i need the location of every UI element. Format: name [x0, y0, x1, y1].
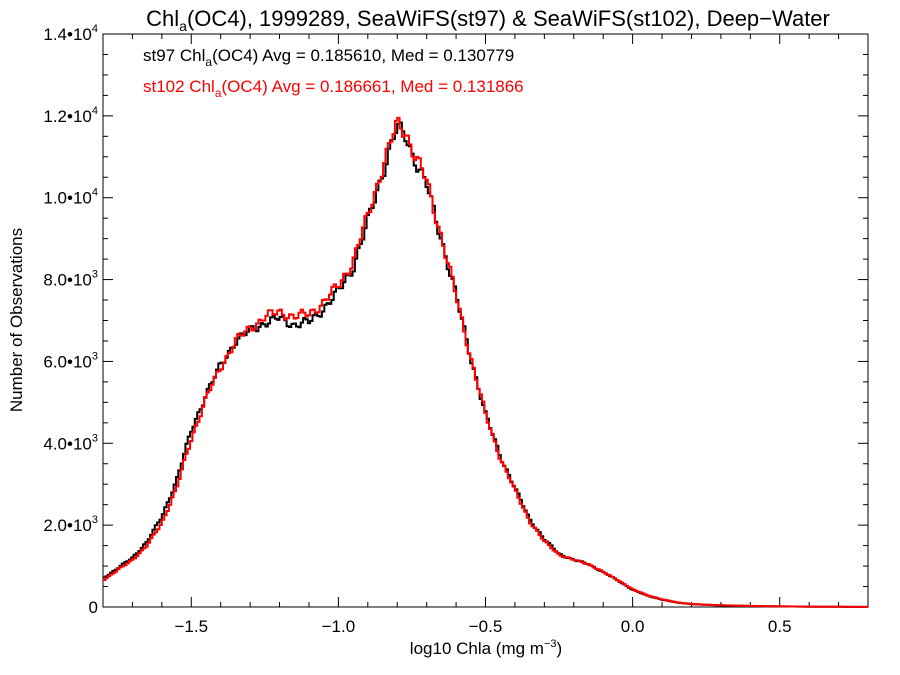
- y-tick-label: 6.0•103: [43, 350, 98, 371]
- annotation-st102: st102 Chla(OC4) Avg = 0.186661, Med = 0.…: [143, 77, 524, 100]
- y-tick-label: 8.0•103: [43, 269, 98, 290]
- y-tick-label: 1.4•104: [43, 23, 98, 44]
- x-axis-title: log10 Chla (mg m−3): [410, 638, 562, 658]
- y-axis: 0 2.0•103 4.0•103 6.0•103 8.0•103 1.0•104 1.2•…: [43, 23, 868, 617]
- y-tick-label: 1.0•104: [43, 187, 98, 208]
- x-tick-label: −1.5: [174, 617, 208, 636]
- y-tick-label: 1.2•104: [43, 105, 98, 126]
- y-tick-label: 0: [89, 598, 98, 617]
- x-tick-label: 0.0: [621, 617, 645, 636]
- series-line-st97: [103, 121, 868, 608]
- series-layer: [103, 116, 868, 608]
- x-tick-label: −1.0: [322, 617, 356, 636]
- x-tick-label: −0.5: [469, 617, 503, 636]
- y-axis-title: Number of Observations: [7, 228, 26, 412]
- chart-title: Chla(OC4), 1999289, SeaWiFS(st97) & SeaW…: [146, 6, 830, 34]
- annotation-st97: st97 Chla(OC4) Avg = 0.185610, Med = 0.1…: [143, 46, 514, 69]
- x-tick-label: 0.5: [768, 617, 792, 636]
- plot-frame: [102, 33, 869, 608]
- y-tick-label: 2.0•103: [43, 514, 98, 535]
- series-line-st102: [103, 116, 868, 608]
- x-axis: −1.5 −1.0 −0.5 0.0 0.5: [102, 34, 869, 636]
- y-tick-label: 4.0•103: [43, 432, 98, 453]
